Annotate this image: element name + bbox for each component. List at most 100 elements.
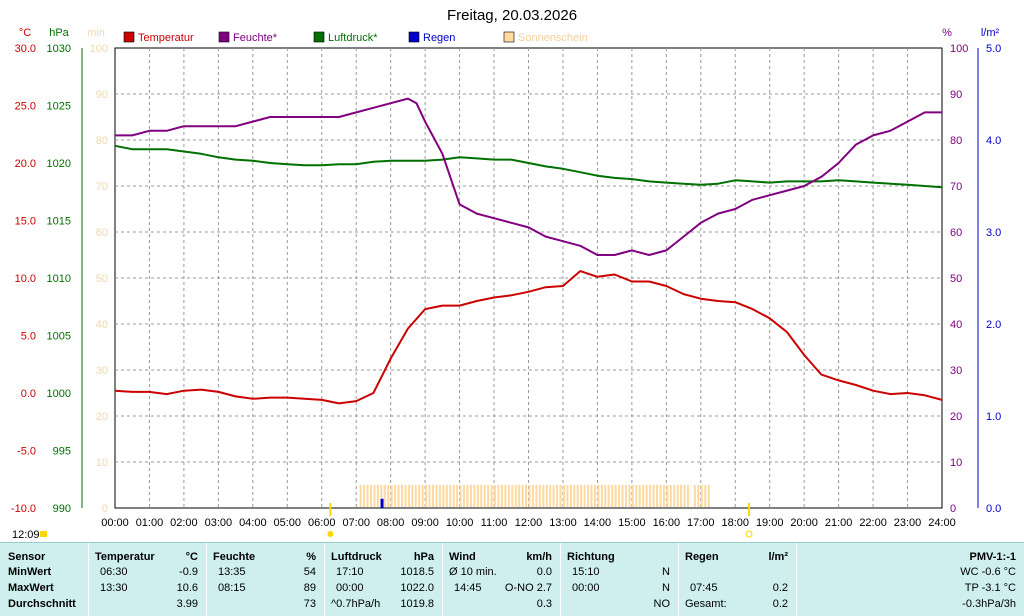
rain-tick-label: 1.0 [986, 411, 1001, 423]
rain-tick-label: 5.0 [986, 43, 1001, 55]
sunshine-bar [655, 485, 658, 507]
pmv-header: PMV-1:-1 [969, 551, 1016, 563]
windchill-value: WC -0.6 °C [960, 566, 1016, 578]
x-tick-label: 12:00 [515, 517, 543, 529]
sunshine-bar [473, 485, 476, 507]
x-tick-label: 16:00 [653, 517, 681, 529]
x-tick-label: 02:00 [170, 517, 198, 529]
sunshine-bar [618, 485, 621, 507]
sunshine-bar [494, 485, 497, 507]
sun-tick-label: 80 [96, 135, 108, 147]
sunshine-bar [545, 485, 548, 507]
sunshine-bar [421, 485, 424, 507]
sunshine-bar [456, 485, 459, 507]
temp-unit: °C [185, 551, 198, 563]
wind-header: Wind [449, 551, 476, 563]
sunshine-bar [604, 485, 607, 507]
chart-title: Freitag, 20.03.2026 [447, 7, 577, 24]
sun-tick-label: 70 [96, 181, 108, 193]
sunshine-bar [366, 485, 369, 507]
pressure-max-value: 1022.0 [400, 582, 434, 594]
sunshine-bar [418, 485, 421, 507]
sunshine-bar [590, 485, 593, 507]
pressure-3h-trend: -0.3hPa/3h [962, 598, 1016, 610]
temp-tick-label: -5.0 [17, 446, 36, 458]
sunshine-bar [624, 485, 627, 507]
legend-swatch [218, 31, 230, 43]
sunset-icon [745, 530, 753, 538]
sunshine-bar [394, 485, 397, 507]
sunshine-bar [459, 485, 462, 507]
axis-unit-label: % [942, 27, 952, 39]
legend-swatch [503, 31, 515, 43]
x-tick-label: 20:00 [790, 517, 818, 529]
sunshine-bars [359, 485, 710, 507]
pressure-trend: ^0.7hPa/h [331, 598, 381, 610]
humidity-tick-label: 70 [950, 181, 962, 193]
rain-max-value: 0.2 [772, 582, 788, 594]
sunshine-bar [583, 485, 586, 507]
rain-tick-label: 4.0 [986, 135, 1001, 147]
x-tick-label: 00:00 [101, 517, 129, 529]
sunshine-bar [542, 485, 545, 507]
x-tick-label: 15:00 [618, 517, 646, 529]
x-tick-label: 05:00 [274, 517, 302, 529]
humidity-tick-label: 100 [950, 43, 968, 55]
sunshine-bar [587, 485, 590, 507]
legend-swatch [123, 31, 135, 43]
axis-unit-label: hPa [49, 27, 69, 39]
humidity-tick-label: 0 [950, 503, 956, 515]
x-tick-label: 24:00 [928, 517, 956, 529]
pressure-tick-label: 1025 [47, 101, 71, 113]
sunshine-bar [556, 485, 559, 507]
temp-min-time: 06:30 [100, 566, 128, 578]
sunshine-bar [504, 485, 507, 507]
humidity-avg-value: 73 [303, 598, 316, 610]
x-tick-label: 07:00 [342, 517, 370, 529]
sunshine-bar [476, 485, 479, 507]
pressure-tick-label: 1030 [47, 43, 71, 55]
x-tick-label: 06:00 [308, 517, 336, 529]
sunshine-bar [373, 485, 376, 507]
sunshine-bar [411, 485, 414, 507]
sun-tick-label: 10 [96, 457, 108, 469]
grid [81, 47, 979, 509]
x-tick-label: 18:00 [721, 517, 749, 529]
direction-max-value: N [662, 582, 670, 594]
statistics-table: Sensor MinWert MaxWert Durchschnitt Temp… [0, 542, 1024, 616]
sun-tick-label: 50 [96, 273, 108, 285]
humidity-min-value: 54 [303, 566, 316, 578]
sunshine-bar [514, 485, 517, 507]
sunshine-bar [463, 485, 466, 507]
sunshine-bar [449, 485, 452, 507]
x-tick-label: 13:00 [549, 517, 577, 529]
sunshine-bar [704, 485, 707, 507]
sunshine-bar [621, 485, 624, 507]
sunshine-bar [425, 485, 428, 507]
rain-tick-label: 3.0 [986, 227, 1001, 239]
pressure-line [114, 144, 943, 189]
pressure-tick-label: 995 [53, 446, 71, 458]
direction-header: Richtung [567, 551, 615, 563]
sun-tick-label: 100 [90, 43, 108, 55]
humidity-tick-label: 30 [950, 365, 962, 377]
weather-chart: Freitag, 20.03.2026 Temperatur Feuchte* Lu… [11, 7, 1001, 541]
sunshine-bar [387, 485, 390, 507]
sunshine-bar [480, 485, 483, 507]
sunshine-bar [652, 485, 655, 507]
sunshine-bar [631, 485, 634, 507]
legend-swatch [313, 31, 325, 43]
sunshine-bar [642, 485, 645, 507]
x-tick-label: 23:00 [894, 517, 922, 529]
sunshine-bar [511, 485, 514, 507]
sun-tick-label: 30 [96, 365, 108, 377]
pressure-tick-label: 1015 [47, 216, 71, 228]
sunshine-bar [552, 485, 555, 507]
sunshine-bar [597, 485, 600, 507]
sunshine-bar [414, 485, 417, 507]
humidity-min-time: 13:35 [218, 566, 246, 578]
rain-total-value: 0.2 [772, 598, 788, 610]
humidity-max-time: 08:15 [218, 582, 246, 594]
sunshine-bar [645, 485, 648, 507]
sunshine-bar [531, 485, 534, 507]
